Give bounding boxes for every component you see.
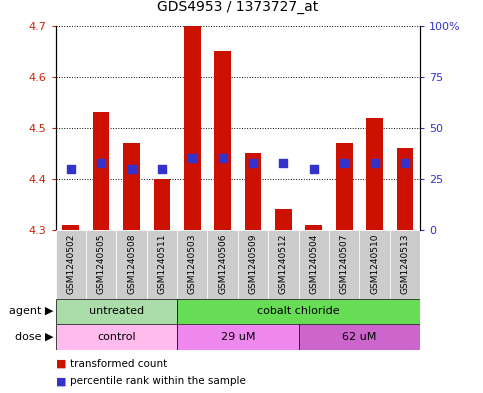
Bar [305,225,322,230]
Point [310,165,318,172]
Bar [116,230,147,299]
Bar [56,299,177,324]
Text: dose ▶: dose ▶ [14,332,53,342]
Text: GSM1240512: GSM1240512 [279,233,288,294]
Bar [366,118,383,230]
Bar [56,230,86,299]
Bar [298,230,329,299]
Point [97,160,105,167]
Bar [93,112,110,230]
Bar [268,230,298,299]
Text: 62 uM: 62 uM [342,332,377,342]
Bar [147,230,177,299]
Text: untreated: untreated [89,307,144,316]
Point [158,165,166,172]
Bar [390,230,420,299]
Point [188,155,196,162]
Bar [359,230,390,299]
Text: GSM1240509: GSM1240509 [249,233,257,294]
Point [67,165,74,172]
Bar [56,324,177,350]
Bar [184,26,200,230]
Point [371,160,379,167]
Text: ■: ■ [56,376,66,386]
Text: GSM1240502: GSM1240502 [66,233,75,294]
Text: GDS4953 / 1373727_at: GDS4953 / 1373727_at [157,0,318,14]
Text: ■: ■ [56,358,66,369]
Bar [275,209,292,230]
Bar [62,225,79,230]
Text: agent ▶: agent ▶ [9,307,53,316]
Bar [245,153,261,230]
Text: 29 uM: 29 uM [221,332,255,342]
Point [401,160,409,167]
Text: GSM1240504: GSM1240504 [309,233,318,294]
Bar [214,51,231,230]
Bar [154,179,170,230]
Bar [177,299,420,324]
Point [249,160,257,167]
Text: GSM1240513: GSM1240513 [400,233,410,294]
Bar [208,230,238,299]
Point [128,165,135,172]
Text: GSM1240507: GSM1240507 [340,233,349,294]
Bar [123,143,140,230]
Bar [329,230,359,299]
Text: control: control [97,332,136,342]
Text: GSM1240511: GSM1240511 [157,233,167,294]
Text: GSM1240503: GSM1240503 [188,233,197,294]
Bar [336,143,353,230]
Text: percentile rank within the sample: percentile rank within the sample [70,376,246,386]
Bar [177,324,298,350]
Text: cobalt chloride: cobalt chloride [257,307,340,316]
Text: GSM1240506: GSM1240506 [218,233,227,294]
Text: transformed count: transformed count [70,358,167,369]
Bar [298,324,420,350]
Text: GSM1240508: GSM1240508 [127,233,136,294]
Point [280,160,287,167]
Bar [238,230,268,299]
Bar [86,230,116,299]
Text: GSM1240505: GSM1240505 [97,233,106,294]
Point [219,155,227,162]
Bar [177,230,208,299]
Text: GSM1240510: GSM1240510 [370,233,379,294]
Bar [397,148,413,230]
Point [341,160,348,167]
